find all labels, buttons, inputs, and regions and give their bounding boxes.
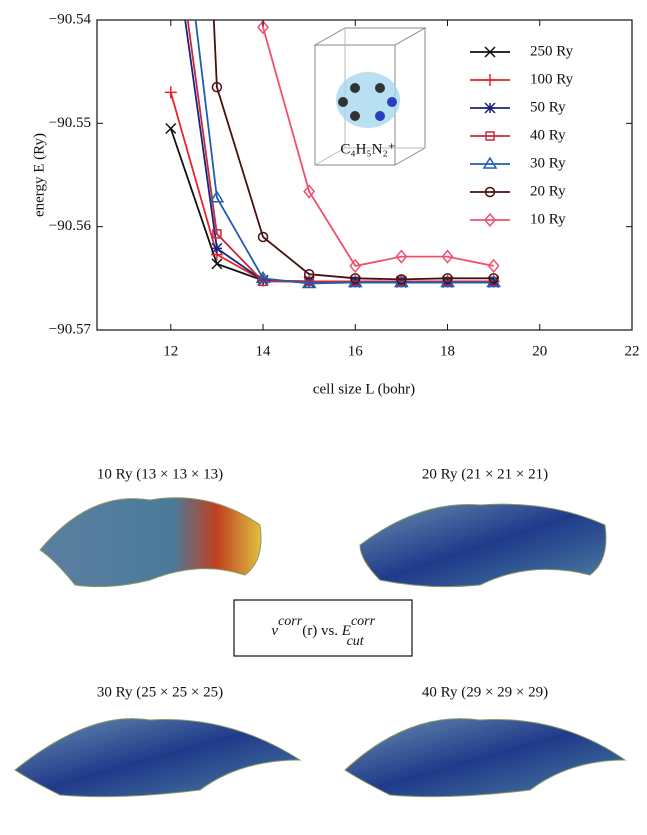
x-tick-label: 12 [163, 343, 178, 359]
surface-plot [344, 718, 627, 798]
legend-marker [485, 131, 495, 141]
point [211, 242, 223, 254]
plot-frame [96, 19, 633, 331]
series-line [169, 128, 494, 283]
formula-part: corr [351, 614, 376, 629]
point [394, 275, 409, 288]
point [209, 190, 225, 203]
legend-label: 40 Ry [530, 127, 566, 143]
legend-marker [484, 212, 496, 228]
y-tick-label: −90.57 [49, 321, 92, 337]
formula-part: (r) vs. [302, 623, 342, 639]
plot-area [164, 20, 501, 289]
series-line [194, 20, 494, 285]
formula-part: corr [278, 614, 303, 629]
point [442, 273, 453, 284]
series-line [261, 20, 494, 267]
point [349, 258, 362, 274]
point [350, 273, 361, 284]
point [164, 86, 177, 99]
formula-part: v [271, 623, 278, 639]
panel-caption: 30 Ry (25 × 25 × 25) [97, 684, 223, 700]
x-tick-label: 22 [625, 343, 640, 359]
point [303, 268, 315, 280]
y-tick-label: −90.55 [49, 115, 91, 131]
series-line [186, 20, 494, 283]
point [212, 229, 222, 239]
point [211, 81, 223, 93]
inset-label: C₄H₅N₂⁺ [340, 141, 395, 157]
point [255, 270, 271, 284]
point [165, 122, 177, 135]
x-tick-label: 18 [440, 343, 455, 359]
series-group [164, 20, 501, 289]
panel-caption: 40 Ry (29 × 29 × 29) [422, 684, 548, 700]
x-tick-label: 14 [256, 343, 272, 359]
panel-caption: 10 Ry (13 × 13 × 13) [97, 466, 223, 482]
point [303, 184, 316, 199]
x-tick-label: 16 [348, 343, 364, 359]
formula-part: E [341, 623, 351, 639]
point [257, 20, 270, 35]
legend-label: 50 Ry [530, 99, 566, 115]
surface-plot [359, 503, 607, 588]
legend-marker [484, 186, 496, 198]
x-axis-label: cell size L (bohr) [313, 381, 415, 397]
inset-molecule [313, 27, 427, 166]
formula-box [233, 599, 413, 657]
formula: vcorr(r) vs. Ecorr cut [271, 614, 375, 649]
point [396, 274, 407, 285]
legend-marker [484, 102, 496, 114]
legend-label: 20 Ry [530, 183, 566, 199]
series-line [184, 20, 494, 284]
point [488, 273, 499, 284]
legend-marker [484, 46, 496, 58]
series-line [212, 20, 494, 281]
point [211, 258, 223, 270]
panel-caption: 20 Ry (21 × 21 × 21) [422, 466, 548, 482]
legend-label: 250 Ry [530, 43, 574, 59]
surface-plot [39, 497, 262, 588]
x-tick-label: 20 [532, 343, 547, 359]
legend-label: 30 Ry [530, 155, 566, 171]
legend-marker [484, 74, 496, 86]
point [301, 276, 317, 289]
point [303, 276, 315, 288]
point [487, 258, 500, 274]
point [441, 249, 454, 264]
formula-part: cut [347, 634, 365, 649]
point [395, 249, 408, 264]
legend-marker [482, 156, 498, 169]
surface-plot [14, 718, 302, 798]
legend-label: 100 Ry [530, 71, 574, 87]
legend-label: 10 Ry [530, 211, 566, 227]
y-tick-label: −90.54 [49, 11, 92, 27]
point [257, 231, 269, 243]
y-tick-label: −90.56 [49, 218, 92, 234]
y-axis-label: energy E (Ry) [31, 133, 47, 217]
